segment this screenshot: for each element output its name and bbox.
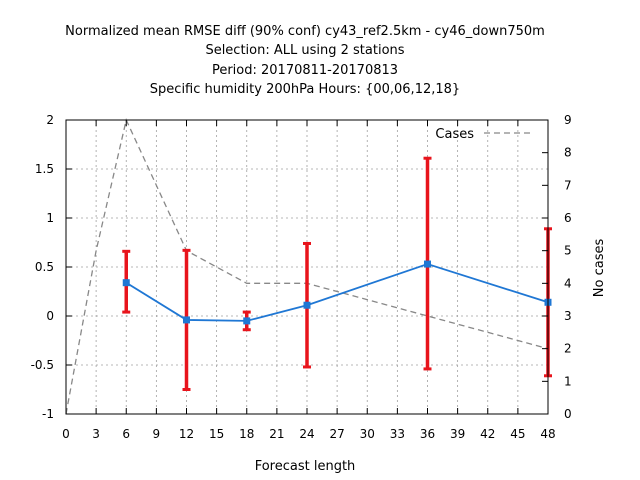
x-tick-label: 45 [510,427,525,441]
x-axis-ticks: 0 3 6 9 12 15 18 21 24 27 30 33 36 39 42 45 48 [62,120,556,441]
x-tick-label: 24 [299,427,314,441]
y2-tick-label: 2 [564,342,572,356]
x-tick-label: 27 [329,427,344,441]
x-tick-label: 33 [390,427,405,441]
x-tick-label: 0 [62,427,70,441]
error-bars [122,156,552,391]
y-tick-label: 2 [46,113,54,127]
rmse-point [183,316,190,324]
legend-label-cases: Cases [435,127,474,142]
rmse-line [125,263,549,322]
y2-tick-label: 0 [564,407,572,421]
title-line-1: Normalized mean RMSE diff (90% conf) cy4… [65,24,545,39]
y2-tick-label: 4 [564,276,572,290]
y2-tick-label: 5 [564,244,572,258]
chart-title: Normalized mean RMSE diff (90% conf) cy4… [65,24,545,97]
rmse-point [424,260,431,268]
title-line-4: Specific humidity 200hPa Hours: {00,06,1… [150,82,460,97]
title-line-3: Period: 20170811-20170813 [212,63,398,78]
y-tick-label: 1.5 [35,162,54,176]
x-tick-label: 30 [360,427,375,441]
legend: Cases [435,127,530,142]
rmse-point [243,317,251,325]
rmse-point [303,301,311,309]
rmse-point [122,279,130,287]
x-tick-label: 6 [122,427,130,441]
y2-tick-label: 6 [564,211,572,225]
y2-tick-label: 3 [564,309,572,323]
y2-tick-label: 9 [564,113,572,127]
x-tick-label: 42 [480,427,495,441]
x-tick-label: 12 [179,427,194,441]
x-tick-label: 39 [450,427,465,441]
y-tick-label: -1 [42,407,54,421]
y-axis-ticks: -1 -0.5 0 0.5 1 1.5 2 [31,113,72,421]
y2-axis-ticks: 0 1 2 3 4 5 6 7 8 9 [542,113,572,421]
x-tick-label: 21 [269,427,284,441]
x-tick-label: 9 [153,427,161,441]
x-tick-label: 15 [209,427,224,441]
x-tick-label: 36 [420,427,435,441]
y-tick-label: -0.5 [31,358,54,372]
y2-tick-label: 7 [564,178,572,192]
x-tick-label: 48 [540,427,555,441]
y-tick-label: 0 [46,309,54,323]
title-line-2: Selection: ALL using 2 stations [205,43,404,58]
x-tick-label: 3 [92,427,100,441]
y2-axis-label: No cases [592,239,607,298]
x-tick-label: 18 [239,427,254,441]
y-tick-label: 1 [46,211,54,225]
x-axis-label: Forecast length [255,459,356,474]
y2-tick-label: 8 [564,146,572,160]
y2-tick-label: 1 [564,374,572,388]
y-tick-label: 0.5 [35,260,54,274]
